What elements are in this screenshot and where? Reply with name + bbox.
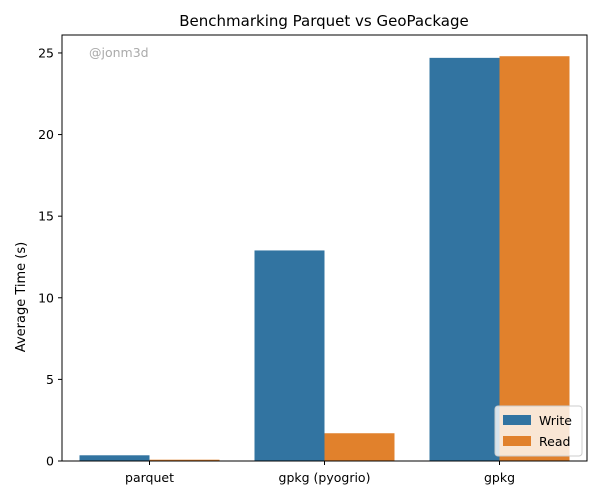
bar-write-0: [79, 455, 150, 461]
x-tick-label: parquet: [125, 470, 174, 485]
x-tick-label: gpkg: [484, 470, 515, 485]
plot-frame: [61, 34, 588, 462]
y-axis: 0 5 10 15 20 25: [38, 45, 62, 469]
watermark-annotation: @jonm3d: [89, 45, 149, 60]
x-tick-label: gpkg (pyogrio): [279, 470, 371, 485]
legend-swatch-read: [503, 436, 531, 446]
legend-label-read: Read: [539, 434, 570, 449]
chart-title: Benchmarking Parquet vs GeoPackage: [179, 12, 468, 30]
legend-swatch-write: [503, 415, 531, 425]
y-tick-label: 15: [38, 209, 54, 224]
y-tick-label: 5: [46, 372, 54, 387]
bar-read-0: [149, 459, 220, 461]
bar-read-1: [324, 433, 395, 461]
bar-write-1: [254, 250, 325, 461]
x-axis: parquet gpkg (pyogrio) gpkg: [125, 461, 515, 485]
y-axis-label: Average Time (s): [14, 242, 29, 352]
bars-layer: [79, 56, 570, 461]
legend: Write Read: [494, 405, 583, 457]
y-tick-label: 25: [38, 45, 54, 60]
axes-frame: [61, 34, 588, 462]
bar-read-2: [499, 56, 570, 461]
y-tick-label: 0: [46, 454, 54, 469]
y-tick-label: 10: [38, 290, 54, 305]
bar-write-2: [429, 57, 500, 461]
y-tick-label: 20: [38, 127, 54, 142]
legend-label-write: Write: [539, 413, 572, 428]
